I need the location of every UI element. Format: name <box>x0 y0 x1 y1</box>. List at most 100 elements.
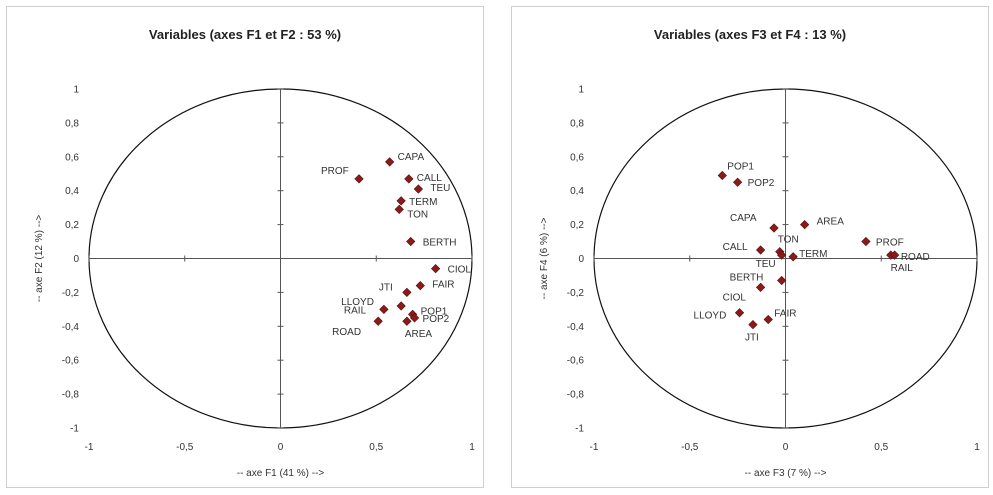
x-tick-label: 1 <box>469 442 475 453</box>
point-prof-marker <box>861 236 871 247</box>
point-call-label: CALL <box>723 242 748 253</box>
point-area-label: AREA <box>405 329 433 340</box>
plot-area: -1 -0,5 0 0,5 1 1 0,8 0,6 0,4 0,2 0 -0,2 -0,4 -0,6 -0,… <box>34 85 475 480</box>
point-teu-marker <box>777 250 787 260</box>
x-tick-label: 0 <box>278 442 284 453</box>
point-berth-marker <box>406 236 416 247</box>
point-teu-marker <box>413 184 424 194</box>
y-axis-label: -- axe F4 (6 %) --> <box>539 217 550 299</box>
point-ciol-label: CIOL <box>723 292 747 303</box>
point-area-marker <box>402 316 412 326</box>
point-road-label: ROAD <box>332 327 361 338</box>
point-call-label: CALL <box>417 173 442 184</box>
x-tick-label: 0,5 <box>369 442 383 453</box>
point-pop1-label: POP1 <box>727 161 754 172</box>
point-ciol-marker <box>755 282 766 292</box>
point-teu-label: TEU <box>430 183 450 194</box>
y-tick-label: 0,2 <box>65 220 79 231</box>
point-term-label: TERM <box>409 197 437 208</box>
point-ton-label: TON <box>778 235 799 246</box>
point-road-label: ROAD <box>901 252 930 263</box>
point-berth-label: BERTH <box>730 273 764 284</box>
point-lloyd-marker <box>396 301 406 311</box>
point-fair-marker <box>763 314 773 325</box>
y-tick-label: 0,4 <box>570 186 584 197</box>
point-pop2-label: POP2 <box>748 178 775 189</box>
x-tick-label: 0 <box>783 442 789 453</box>
x-tick-label: 0,5 <box>874 442 888 453</box>
y-tick-label: 0,6 <box>65 152 79 163</box>
point-jti-marker <box>402 287 412 298</box>
y-tick-label: -0,8 <box>62 390 80 401</box>
point-term-marker <box>396 196 406 206</box>
scatter-plot-f3-f4: -1 -0,5 0 0,5 1 1 0,8 0,6 0,4 0,2 0 -0,2 -0,4 -0,6 -0,… <box>539 85 980 480</box>
point-teu-label: TEU <box>756 259 776 270</box>
plot-area: -1 -0,5 0 0,5 1 1 0,8 0,6 0,4 0,2 0 -0,2 -0,4 -0,6 -0,… <box>539 85 980 480</box>
y-tick-label: -0,2 <box>567 288 585 299</box>
point-jti-label: JTI <box>379 282 393 293</box>
point-term-label: TERM <box>799 249 827 260</box>
point-ciol-label: CIOL <box>448 265 472 276</box>
point-prof-label: PROF <box>876 238 904 249</box>
point-rail-marker <box>890 250 900 260</box>
chart-title: Variables (axes F3 et F4 : 13 %) <box>653 27 847 42</box>
chart-title: Variables (axes F1 et F2 : 53 %) <box>148 27 342 42</box>
chart-panel-f3-f4: Variables (axes F3 et F4 : 13 %) -1 -0,5 0… <box>511 6 989 488</box>
point-call-marker <box>404 174 414 184</box>
y-axis-label: -- axe F2 (12 %) --> <box>34 215 45 303</box>
point-pop1-marker <box>717 170 727 181</box>
x-tick-label: -1 <box>590 442 599 453</box>
point-jti-marker <box>748 319 758 330</box>
point-berth-marker <box>777 275 787 286</box>
x-tick-label: 1 <box>974 442 980 453</box>
x-tick-label: -1 <box>85 442 94 453</box>
y-tick-label: 0,2 <box>570 220 584 231</box>
point-capa-marker <box>385 157 395 167</box>
point-capa-label: CAPA <box>730 213 757 224</box>
y-tick-label: 0,8 <box>65 118 79 129</box>
point-capa-marker <box>769 223 779 233</box>
y-tick-label: -0,8 <box>567 390 585 401</box>
y-tick-label: 0 <box>73 254 79 265</box>
point-fair-label: FAIR <box>432 280 454 291</box>
y-tick-label: 0,6 <box>570 152 584 163</box>
point-ton-marker <box>394 204 404 214</box>
y-tick-label: -0,2 <box>62 288 80 299</box>
y-tick-label: -1 <box>575 424 584 435</box>
point-prof-label: PROF <box>321 166 349 177</box>
point-fair-label: FAIR <box>774 309 796 320</box>
point-fair-marker <box>415 280 425 291</box>
point-prof-marker <box>354 174 364 184</box>
y-tick-label: 1 <box>578 85 584 96</box>
point-capa-label: CAPA <box>398 152 425 163</box>
point-lloyd-label: LLOYD <box>694 311 727 322</box>
point-rail-label: RAIL <box>344 305 367 316</box>
x-axis-label: -- axe F1 (41 %) --> <box>237 468 325 479</box>
y-tick-label: -0,6 <box>62 356 80 367</box>
point-term-marker <box>788 252 798 262</box>
chart-panel-f1-f2: Variables (axes F1 et F2 : 53 %) -1 -0,5 0… <box>6 6 484 488</box>
point-area-marker <box>800 219 810 230</box>
y-tick-label: -0,4 <box>62 322 80 333</box>
y-tick-label: -0,6 <box>567 356 585 367</box>
x-tick-label: -0,5 <box>176 442 194 453</box>
point-pop1-label: POP1 <box>421 306 448 317</box>
y-tick-label: 0,4 <box>65 186 79 197</box>
point-pop2-label: POP2 <box>423 314 450 325</box>
y-tick-label: 0 <box>578 254 584 265</box>
point-rail-label: RAIL <box>891 263 914 274</box>
point-ton-label: TON <box>407 209 428 220</box>
y-tick-label: 1 <box>73 85 79 96</box>
point-road-marker <box>373 316 383 326</box>
point-berth-label: BERTH <box>423 238 457 249</box>
y-tick-label: 0,8 <box>570 118 584 129</box>
y-tick-label: -1 <box>70 424 79 435</box>
point-lloyd-label: LLOYD <box>341 297 374 308</box>
point-jti-label: JTI <box>745 333 759 344</box>
point-pop2-marker <box>733 177 743 187</box>
x-axis-label: -- axe F3 (7 %) --> <box>745 468 827 479</box>
point-call-marker <box>755 245 766 255</box>
x-tick-label: -0,5 <box>681 442 699 453</box>
point-pop2-marker <box>409 313 420 323</box>
point-area-label: AREA <box>817 217 845 228</box>
